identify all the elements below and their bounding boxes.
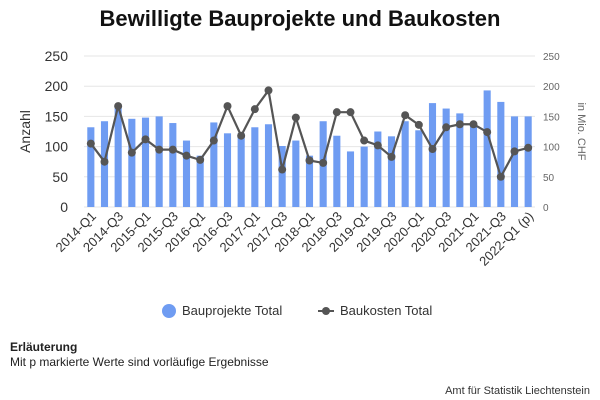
line-point (319, 158, 328, 167)
y-tick-label: 100 (45, 139, 69, 155)
bar (387, 136, 396, 207)
line-point (264, 86, 273, 95)
bar (169, 123, 177, 207)
bar (497, 101, 505, 207)
y-axis-label: Anzahl (17, 110, 33, 153)
bar (360, 146, 368, 207)
line-point (373, 141, 382, 150)
line-point (305, 156, 314, 165)
bar (374, 131, 382, 207)
line-point (155, 145, 164, 154)
bar (278, 145, 286, 207)
chart-legend: Bauprojekte Total Baukosten Total (0, 303, 600, 323)
y2-axis-label: in Mio. CHF (575, 102, 587, 160)
bar (114, 107, 122, 207)
line-point (428, 145, 437, 154)
bar (182, 140, 191, 207)
line-point (414, 120, 423, 129)
line-point (455, 120, 464, 129)
bar (305, 155, 314, 207)
bar (196, 155, 204, 207)
bar (346, 151, 355, 207)
bar (141, 117, 150, 207)
chart-title: Bewilligte Bauprojekte und Baukosten (99, 6, 501, 31)
line-point (196, 155, 205, 164)
bar (210, 122, 218, 207)
bar (155, 116, 163, 207)
bar (510, 116, 519, 207)
bar (128, 118, 136, 207)
line-point (209, 136, 218, 145)
line-point (496, 172, 505, 181)
bar (415, 130, 423, 207)
legend-bars-label: Bauprojekte Total (182, 303, 283, 318)
bar (237, 133, 245, 207)
y2-tick-label: 50 (543, 173, 555, 184)
bar (251, 127, 259, 207)
line-point (360, 136, 369, 145)
legend-item-bars[interactable]: Bauprojekte Total (162, 303, 282, 318)
note-title: Erläuterung (10, 340, 78, 354)
source-credit: Amt für Statistik Liechtenstein (445, 385, 590, 397)
y2-tick-label: 100 (543, 143, 560, 154)
line-point (401, 111, 410, 120)
y2-tick-label: 200 (543, 82, 560, 93)
bar (292, 140, 300, 207)
line-point (442, 123, 451, 132)
legend-item-line[interactable]: Baukosten Total (318, 303, 432, 318)
line-point (86, 139, 95, 148)
y-tick-label: 200 (45, 78, 69, 94)
line-point (168, 145, 177, 154)
bar (401, 121, 409, 207)
bar (524, 116, 532, 207)
line-point (250, 105, 259, 114)
line-point (182, 151, 191, 160)
bar (469, 122, 478, 207)
legend-line-label: Baukosten Total (340, 303, 433, 318)
line-point (510, 147, 519, 156)
line-point (114, 102, 123, 111)
line-point (141, 135, 150, 144)
y2-tick-label: 0 (543, 203, 549, 214)
y-tick-label: 0 (60, 199, 68, 215)
bar (333, 135, 341, 207)
bar (442, 108, 450, 207)
line-point (483, 128, 492, 137)
line-point (346, 108, 355, 117)
line-point (278, 165, 287, 174)
legend-bar-marker (162, 303, 176, 318)
y-tick-label: 250 (45, 48, 69, 64)
bar (87, 127, 95, 207)
y2-tick-label: 250 (543, 52, 560, 63)
line-point (291, 113, 300, 122)
bar (223, 133, 232, 207)
line-point (387, 152, 396, 161)
bar (483, 90, 491, 207)
bar (456, 113, 464, 207)
line-point (469, 120, 478, 129)
bar (428, 103, 437, 207)
y-tick-label: 50 (52, 169, 68, 185)
line-point (223, 102, 232, 111)
y2-tick-label: 150 (543, 112, 560, 123)
line-point (127, 148, 136, 157)
line-point (237, 131, 246, 140)
combo-chart: 0 50 100 150 200 250 0 50 100 150 200 250 Anzahl in M… (17, 48, 587, 269)
line-point (332, 108, 341, 117)
bar (264, 124, 273, 207)
legend-line-marker (318, 306, 334, 315)
y-tick-label: 150 (45, 108, 69, 124)
line-point (524, 143, 533, 152)
note-text: Mit p markierte Werte sind vorläufige Er… (10, 355, 269, 369)
line-point (100, 157, 109, 166)
